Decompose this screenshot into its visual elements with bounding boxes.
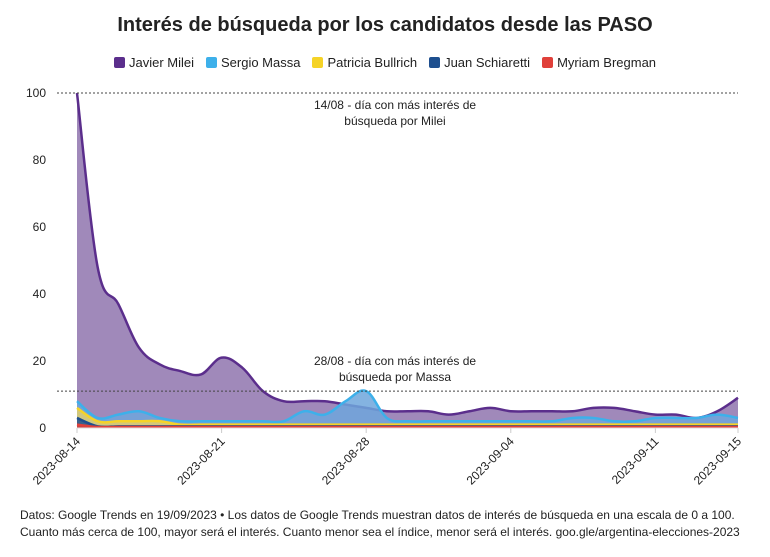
y-tick-label: 20 — [33, 354, 47, 368]
y-tick-label: 0 — [39, 421, 46, 435]
legend-swatch — [542, 57, 554, 68]
x-tick-label: 2023-08-28 — [319, 434, 373, 488]
legend: Javier Milei Sergio Massa Patricia Bullric… — [0, 55, 770, 70]
x-tick-label: 2023-09-15 — [691, 434, 745, 488]
legend-swatch — [429, 57, 441, 68]
series-line — [75, 92, 739, 420]
legend-item[interactable]: Juan Schiaretti — [429, 55, 530, 70]
legend-label: Sergio Massa — [220, 55, 301, 70]
legend-swatch — [113, 57, 125, 68]
y-tick-label: 60 — [33, 220, 47, 234]
legend-label: Javier Milei — [128, 55, 194, 70]
series-line — [76, 389, 739, 424]
x-tick-label: 2023-09-11 — [609, 434, 662, 487]
annotation-text: búsqueda por Massa — [339, 370, 451, 384]
footer-line-1: Datos: Google Trends en 19/09/2023 • Los… — [20, 508, 735, 522]
legend-item[interactable]: Patricia Bullrich — [312, 55, 417, 70]
annotation-text: búsqueda por Milei — [344, 114, 445, 128]
annotation-text: 28/08 - día con más interés de — [314, 354, 476, 368]
legend-label: Myriam Bregman — [557, 55, 657, 70]
series-line — [76, 406, 738, 427]
series-line — [76, 423, 738, 429]
legend-swatch — [312, 57, 324, 68]
footer-line-2: Cuanto más cerca de 100, mayor será el i… — [20, 525, 740, 539]
legend-item[interactable]: Sergio Massa — [205, 55, 301, 70]
footer-note: Datos: Google Trends en 19/09/2023 • Los… — [20, 507, 740, 541]
legend-swatch — [205, 57, 217, 68]
y-tick-label: 40 — [33, 287, 47, 301]
series-area — [77, 93, 738, 428]
legend-item[interactable]: Myriam Bregman — [542, 55, 656, 70]
x-tick-label: 2023-08-21 — [174, 434, 228, 488]
legend-label: Patricia Bullrich — [327, 55, 418, 70]
x-tick-label: 2023-08-14 — [30, 434, 84, 488]
chart-title: Interés de búsqueda por los candidatos d… — [117, 14, 653, 36]
legend-label: Juan Schiaretti — [444, 55, 531, 70]
y-tick-label: 100 — [26, 86, 46, 100]
x-tick-label: 2023-09-04 — [464, 434, 518, 488]
legend-item[interactable]: Javier Milei — [113, 55, 194, 70]
annotation-text: 14/08 - día con más interés de — [314, 98, 476, 112]
y-tick-label: 80 — [33, 153, 47, 167]
